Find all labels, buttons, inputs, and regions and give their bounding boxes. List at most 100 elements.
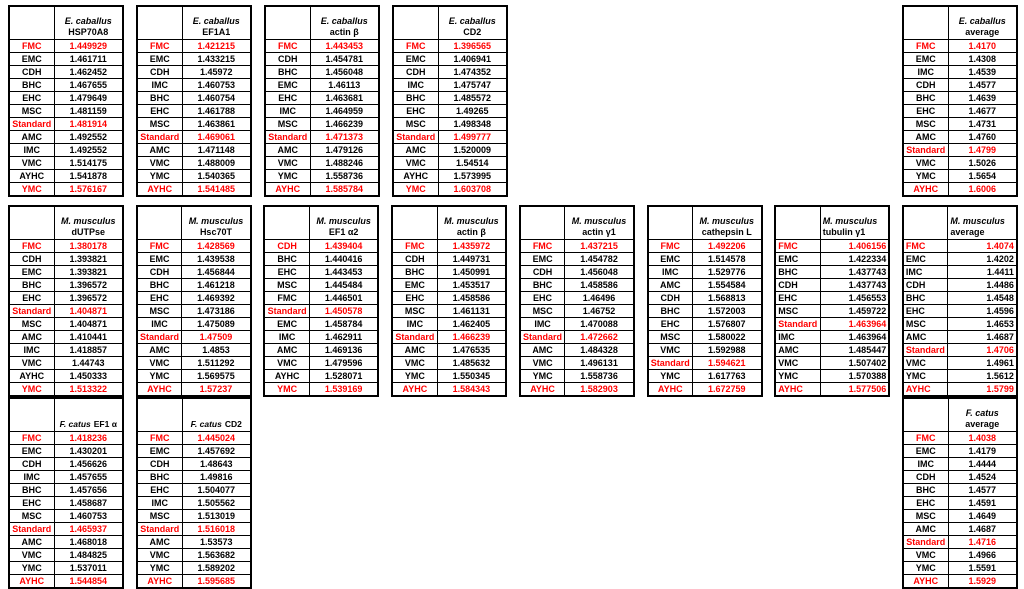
distance-value: 1.573995 [437, 169, 508, 183]
sample-label: YMC [902, 369, 949, 383]
sample-label: YMC [136, 369, 183, 383]
distance-value: 1.469136 [308, 343, 379, 357]
sample-label: VMC [519, 356, 566, 370]
distance-value: 1.576167 [53, 182, 124, 197]
distance-value: 1.603708 [437, 182, 508, 197]
gene-name: cathepsin L [701, 226, 752, 237]
table-row: EHC 1.4677 [902, 104, 1018, 118]
distance-value: 1.672759 [692, 382, 763, 397]
table-row: BHC 1.450991 [391, 265, 507, 279]
gene-name: actin β [329, 26, 359, 37]
distance-value: 1.541878 [53, 169, 124, 183]
sample-label: AYHC [391, 382, 438, 397]
distance-value: 1.435972 [436, 239, 507, 253]
header-corner-cell [647, 205, 694, 240]
species-name: F. catus [190, 418, 222, 429]
sample-label: VMC [136, 156, 183, 170]
gene-name: average [965, 26, 1000, 37]
table-row: MSC 1.46752 [519, 304, 635, 318]
table-row: FMC 1.4170 [902, 39, 1018, 53]
distance-value: 1.498348 [437, 117, 508, 131]
table-row: CDH 1.4486 [902, 278, 1018, 292]
distance-value: 1.504077 [181, 483, 252, 497]
gene-name: EF1 α2 [328, 226, 359, 237]
sample-label: Standard [774, 317, 821, 331]
distance-value: 1.449929 [53, 39, 124, 53]
header-title-cell: M. musculus actin γ1 [564, 205, 635, 240]
distance-value: 1.514578 [692, 252, 763, 266]
table-row: EMC 1.439538 [136, 252, 252, 266]
table-row: MSC 1.4653 [902, 317, 1018, 331]
table-m-musculus-ef1-2: M. musculus EF1 α2 CDH 1.439404 BHC 1.440416 E… [263, 205, 380, 397]
distance-value: 1.568813 [692, 291, 763, 305]
table-row: EHC 1.396572 [8, 291, 124, 305]
sample-label: MSC [902, 317, 949, 331]
sample-label: BHC [902, 483, 949, 497]
distance-value: 1.422334 [819, 252, 890, 266]
table-row: AMC 1.471148 [136, 143, 252, 157]
table-m-musculus-dutpse: M. musculus dUTPse FMC 1.380178 CDH 1.393821 E… [8, 205, 124, 397]
sample-label: YMC [647, 369, 694, 383]
header-row: E. caballus actin β [264, 5, 380, 40]
distance-value: 1.492552 [53, 130, 124, 144]
sample-label: CDH [647, 291, 694, 305]
sample-label: AMC [902, 130, 949, 144]
table-row: AYHC 1.5799 [902, 382, 1018, 397]
header-title-cell: F. catus EF1 α [53, 397, 124, 432]
header-row: M. musculus actin β [391, 205, 507, 240]
distance-value: 1.49816 [181, 470, 252, 484]
gene-name: tubulin γ1 [822, 226, 866, 237]
table-group-e-caballus: E. caballus HSP70A8 FMC 1.449929 EMC 1.461711… [8, 5, 1018, 197]
distance-value: 1.5591 [947, 561, 1018, 575]
table-row: FMC 1.380178 [8, 239, 124, 253]
species-name: M. musculus [571, 216, 627, 226]
distance-value: 1.443453 [309, 39, 380, 53]
sample-label: FMC [392, 39, 439, 53]
table-row: AMC 1.53573 [136, 535, 252, 549]
distance-value: 1.4853 [181, 343, 252, 357]
table-row: AYHC 1.5929 [902, 574, 1018, 589]
distance-value: 1.461711 [53, 52, 124, 66]
sample-label: YMC [8, 561, 55, 575]
table-row: EMC 1.430201 [8, 444, 124, 458]
gene-name: dUTPse [71, 226, 105, 237]
header-title-cell: M. musculus dUTPse [53, 205, 124, 240]
distance-value: 1.433215 [181, 52, 252, 66]
table-row: EHC 1.4591 [902, 496, 1018, 510]
distance-value: 1.45972 [181, 65, 252, 79]
header-title-cell: M. musculus tubulin γ1 [819, 205, 890, 240]
sample-label: IMC [902, 65, 949, 79]
header-corner-cell [263, 205, 310, 240]
table-row: MSC 1.466239 [264, 117, 380, 131]
header-row: M. musculus average [902, 205, 1018, 240]
sample-label: EMC [136, 252, 183, 266]
sample-label: AYHC [902, 574, 949, 589]
sample-label: VMC [8, 548, 55, 562]
distance-value: 1.544854 [53, 574, 124, 589]
sample-label: YMC [8, 182, 55, 197]
header-corner-cell [902, 5, 949, 40]
sample-label: EMC [264, 78, 311, 92]
table-row: VMC 1.5026 [902, 156, 1018, 170]
table-row: AMC 1.476535 [391, 343, 507, 357]
distance-value: 1.461131 [436, 304, 507, 318]
table-row: Standard 1.499777 [392, 130, 508, 144]
distance-value: 1.469061 [181, 130, 252, 144]
distance-value: 1.4179 [947, 444, 1018, 458]
distance-value: 1.4649 [947, 509, 1018, 523]
sample-label: YMC [391, 369, 438, 383]
table-row: CDH 1.456048 [519, 265, 635, 279]
table-row: Standard 1.465937 [8, 522, 124, 536]
distance-value: 1.577506 [819, 382, 890, 397]
sample-label: BHC [8, 483, 55, 497]
table-row: IMC 1.463964 [774, 330, 890, 344]
distance-value: 1.576807 [692, 317, 763, 331]
sample-label: IMC [902, 265, 949, 279]
table-row: CDH 1.474352 [392, 65, 508, 79]
distance-value: 1.454781 [309, 52, 380, 66]
table-row: AMC 1.410441 [8, 330, 124, 344]
distance-value: 1.458784 [308, 317, 379, 331]
distance-value: 1.6006 [947, 182, 1018, 197]
sample-label: AYHC [902, 382, 949, 397]
distance-value: 1.445024 [181, 431, 252, 445]
